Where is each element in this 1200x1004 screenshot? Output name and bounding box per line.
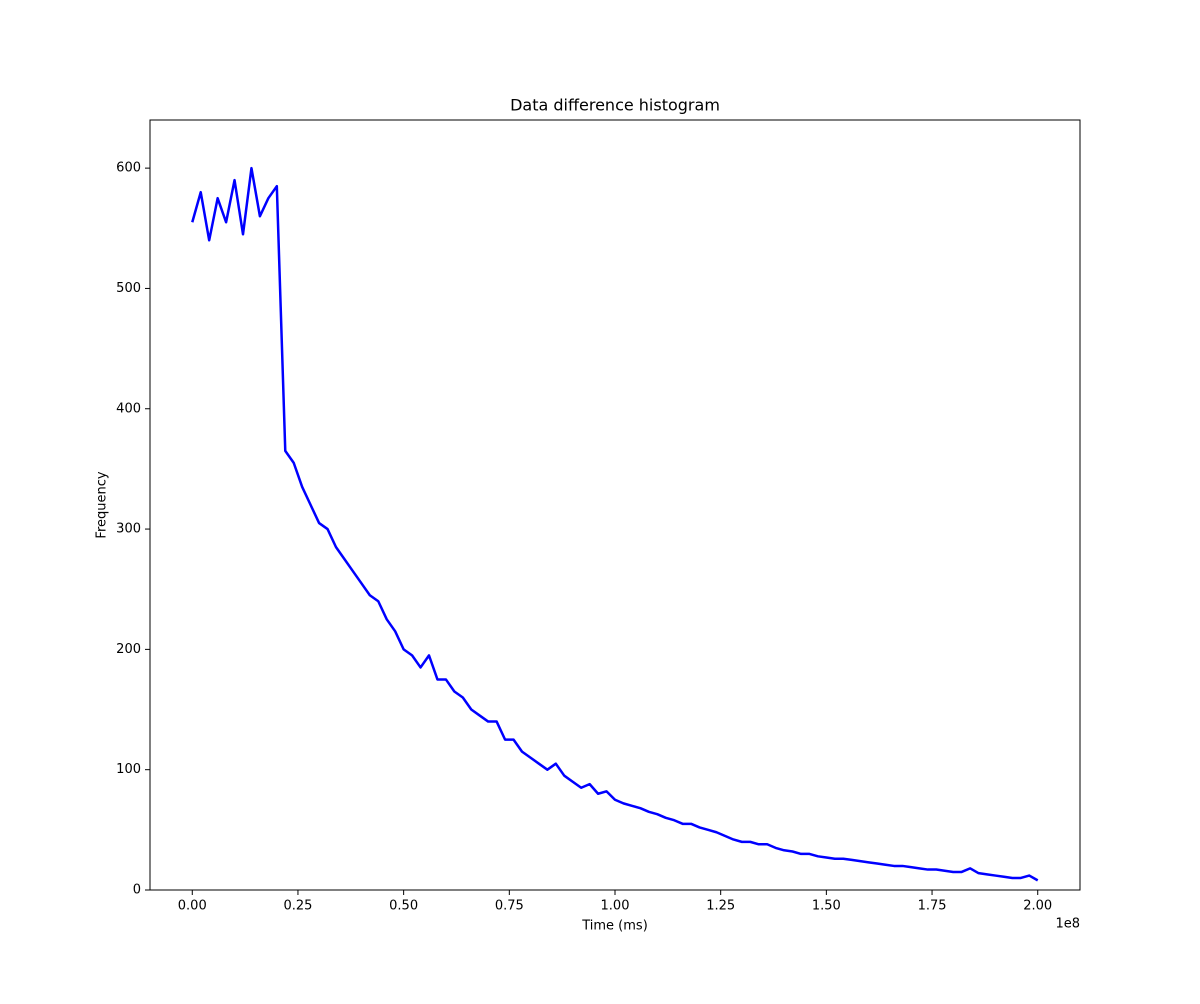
y-axis-label: Frequency	[95, 471, 110, 538]
x-tick-label: 0.25	[283, 899, 312, 914]
x-tick-label: 0.75	[495, 899, 524, 914]
y-tick-label: 600	[116, 161, 141, 176]
x-tick-label: 1.50	[812, 899, 841, 914]
y-tick-label: 400	[116, 401, 141, 416]
x-tick-label: 2.00	[1023, 899, 1052, 914]
plot-frame	[149, 119, 1081, 891]
y-tick-label: 0	[133, 883, 141, 898]
x-tick-label: 1.00	[601, 899, 630, 914]
y-tick-label: 200	[116, 642, 141, 657]
data-line	[191, 166, 1039, 882]
x-offset-label: 1e8	[1055, 917, 1080, 932]
y-tick-label: 100	[116, 762, 141, 777]
x-tick-label: 0.50	[389, 899, 418, 914]
y-tick-label: 500	[116, 281, 141, 296]
x-tick-label: 1.75	[918, 899, 947, 914]
chart-title: Data difference histogram	[510, 96, 720, 115]
x-tick-label: 0.00	[178, 899, 207, 914]
x-axis-label: Time (ms)	[581, 919, 648, 934]
y-tick-label: 300	[116, 522, 141, 537]
x-tick-label: 1.25	[706, 899, 735, 914]
